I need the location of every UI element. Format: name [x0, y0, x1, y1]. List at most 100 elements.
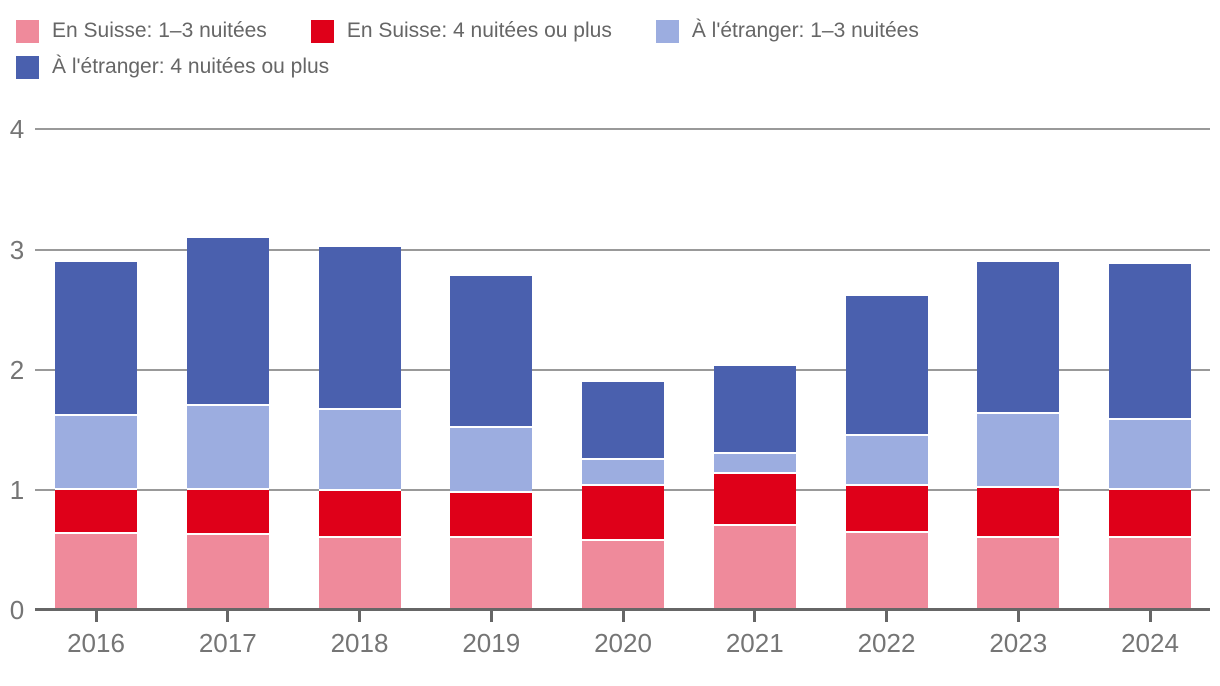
x-tick-2024 — [1148, 611, 1152, 622]
bar-segment-2024-series0[interactable] — [1109, 536, 1191, 610]
bar-segment-2024-series3[interactable] — [1109, 263, 1191, 419]
bar-segment-2020-series0[interactable] — [582, 540, 664, 610]
bar-segment-2016-series2[interactable] — [55, 415, 137, 489]
bar-segment-2021-series3[interactable] — [713, 366, 796, 453]
bar-separator-2023-2 — [977, 486, 1060, 489]
y-axis-label-0: 0 — [9, 595, 25, 625]
y-axis-label-4: 4 — [9, 114, 25, 145]
bar-segment-2016-series1[interactable] — [55, 488, 137, 534]
bar-segment-2023-series3[interactable] — [977, 261, 1060, 413]
bar-separator-2017-3 — [186, 403, 269, 406]
legend-swatch-icon-1 — [310, 19, 334, 43]
x-axis-label-2021: 2021 — [725, 628, 784, 658]
bar-segment-2023-series1[interactable] — [977, 487, 1060, 537]
bar-segment-2018-series3[interactable] — [318, 247, 401, 410]
bar-separator-2016-1 — [55, 532, 137, 535]
y-axis-label-2: 2 — [9, 354, 25, 385]
bar-segment-2019-series0[interactable] — [450, 536, 533, 610]
gridline-y3 — [35, 248, 1210, 251]
legend-item-0[interactable]: En Suisse: 1–3 nuitées — [16, 19, 267, 43]
bar-separator-2016-2 — [55, 487, 137, 490]
bar-separator-2019-1 — [450, 535, 533, 538]
bar-segment-2022-series0[interactable] — [845, 531, 928, 610]
x-axis-label-2016: 2016 — [67, 628, 125, 658]
x-tick-2021 — [753, 611, 757, 622]
y-axis-label-3: 3 — [9, 234, 25, 265]
bar-separator-2018-2 — [318, 488, 401, 491]
bar-segment-2024-series1[interactable] — [1109, 488, 1191, 537]
legend-label-0: En Suisse: 1–3 nuitées — [52, 19, 267, 42]
bar-segment-2019-series2[interactable] — [450, 427, 533, 493]
bar-separator-2024-3 — [1109, 417, 1191, 420]
x-tick-2017 — [226, 611, 230, 622]
bar-segment-2019-series3[interactable] — [450, 275, 533, 428]
bar-segment-2021-series1[interactable] — [713, 473, 796, 525]
bar-segment-2021-series0[interactable] — [713, 524, 796, 610]
gridline-y4 — [35, 128, 1210, 131]
legend-item-1[interactable]: En Suisse: 4 nuitées ou plus — [310, 19, 612, 43]
bar-separator-2018-3 — [318, 408, 401, 411]
bar-segment-2022-series3[interactable] — [845, 296, 928, 435]
bar-separator-2016-3 — [55, 414, 137, 417]
bar-separator-2017-2 — [186, 487, 269, 490]
bar-segment-2017-series1[interactable] — [186, 488, 269, 535]
bar-separator-2020-3 — [582, 457, 664, 460]
bar-segment-2017-series0[interactable] — [186, 534, 269, 610]
x-axis-line — [35, 607, 1210, 611]
legend-item-3[interactable]: À l'étranger: 4 nuitées ou plus — [16, 55, 329, 79]
bar-segment-2022-series1[interactable] — [845, 485, 928, 532]
x-tick-2023 — [1016, 611, 1020, 622]
legend-swatch-icon-0 — [16, 19, 39, 43]
legend-label-3: À l'étranger: 4 nuitées ou plus — [52, 55, 330, 78]
x-tick-2020 — [621, 611, 625, 622]
bar-separator-2017-1 — [186, 533, 269, 536]
bar-segment-2021-series2[interactable] — [713, 452, 796, 474]
bar-segment-2020-series1[interactable] — [582, 485, 664, 541]
chart-legend: En Suisse: 1–3 nuitées En Suisse: 4 nuité… — [16, 19, 1206, 79]
bar-segment-2019-series1[interactable] — [450, 492, 533, 537]
x-tick-2016 — [94, 611, 98, 622]
bar-separator-2024-2 — [1109, 487, 1191, 490]
bar-segment-2024-series2[interactable] — [1109, 418, 1191, 489]
bar-separator-2020-2 — [582, 484, 664, 487]
legend-label-1: En Suisse: 4 nuitées ou plus — [346, 19, 612, 42]
legend-label-2: À l'étranger: 1–3 nuitées — [691, 19, 919, 42]
x-axis-label-2020: 2020 — [594, 628, 652, 658]
bar-separator-2019-3 — [450, 426, 533, 429]
bar-segment-2020-series2[interactable] — [582, 458, 664, 486]
bar-separator-2019-2 — [450, 491, 533, 494]
x-tick-2022 — [885, 611, 888, 622]
bar-segment-2022-series2[interactable] — [845, 434, 928, 486]
legend-swatch-icon-2 — [655, 19, 679, 43]
bar-separator-2021-2 — [713, 472, 796, 475]
bar-separator-2021-3 — [713, 451, 796, 454]
bar-segment-2016-series3[interactable] — [55, 261, 137, 416]
bar-separator-2018-1 — [318, 535, 401, 538]
bar-segment-2023-series0[interactable] — [977, 536, 1060, 610]
gridline-y2 — [35, 368, 1210, 371]
bar-separator-2023-3 — [977, 411, 1060, 414]
legend-item-2[interactable]: À l'étranger: 1–3 nuitées — [655, 19, 919, 43]
bar-segment-2020-series3[interactable] — [582, 381, 664, 459]
x-axis-label-2019: 2019 — [462, 628, 521, 658]
bar-separator-2023-1 — [977, 535, 1060, 538]
bar-separator-2021-1 — [713, 523, 796, 526]
bar-segment-2017-series2[interactable] — [186, 404, 269, 489]
bar-segment-2018-series1[interactable] — [318, 489, 401, 537]
bar-separator-2022-2 — [845, 484, 928, 487]
bar-segment-2017-series3[interactable] — [186, 237, 269, 405]
bar-segment-2016-series0[interactable] — [55, 533, 137, 610]
x-axis-label-2018: 2018 — [330, 628, 389, 658]
bar-separator-2020-1 — [582, 539, 664, 542]
x-axis-label-2017: 2017 — [198, 628, 257, 658]
x-axis-label-2023: 2023 — [989, 628, 1048, 658]
bar-segment-2018-series0[interactable] — [318, 536, 401, 610]
bar-separator-2022-3 — [845, 433, 928, 436]
bar-segment-2023-series2[interactable] — [977, 412, 1060, 488]
bar-segment-2018-series2[interactable] — [318, 409, 401, 490]
bar-separator-2022-1 — [845, 530, 928, 533]
x-axis-label-2024: 2024 — [1121, 628, 1179, 658]
x-axis-label-2022: 2022 — [857, 628, 916, 658]
